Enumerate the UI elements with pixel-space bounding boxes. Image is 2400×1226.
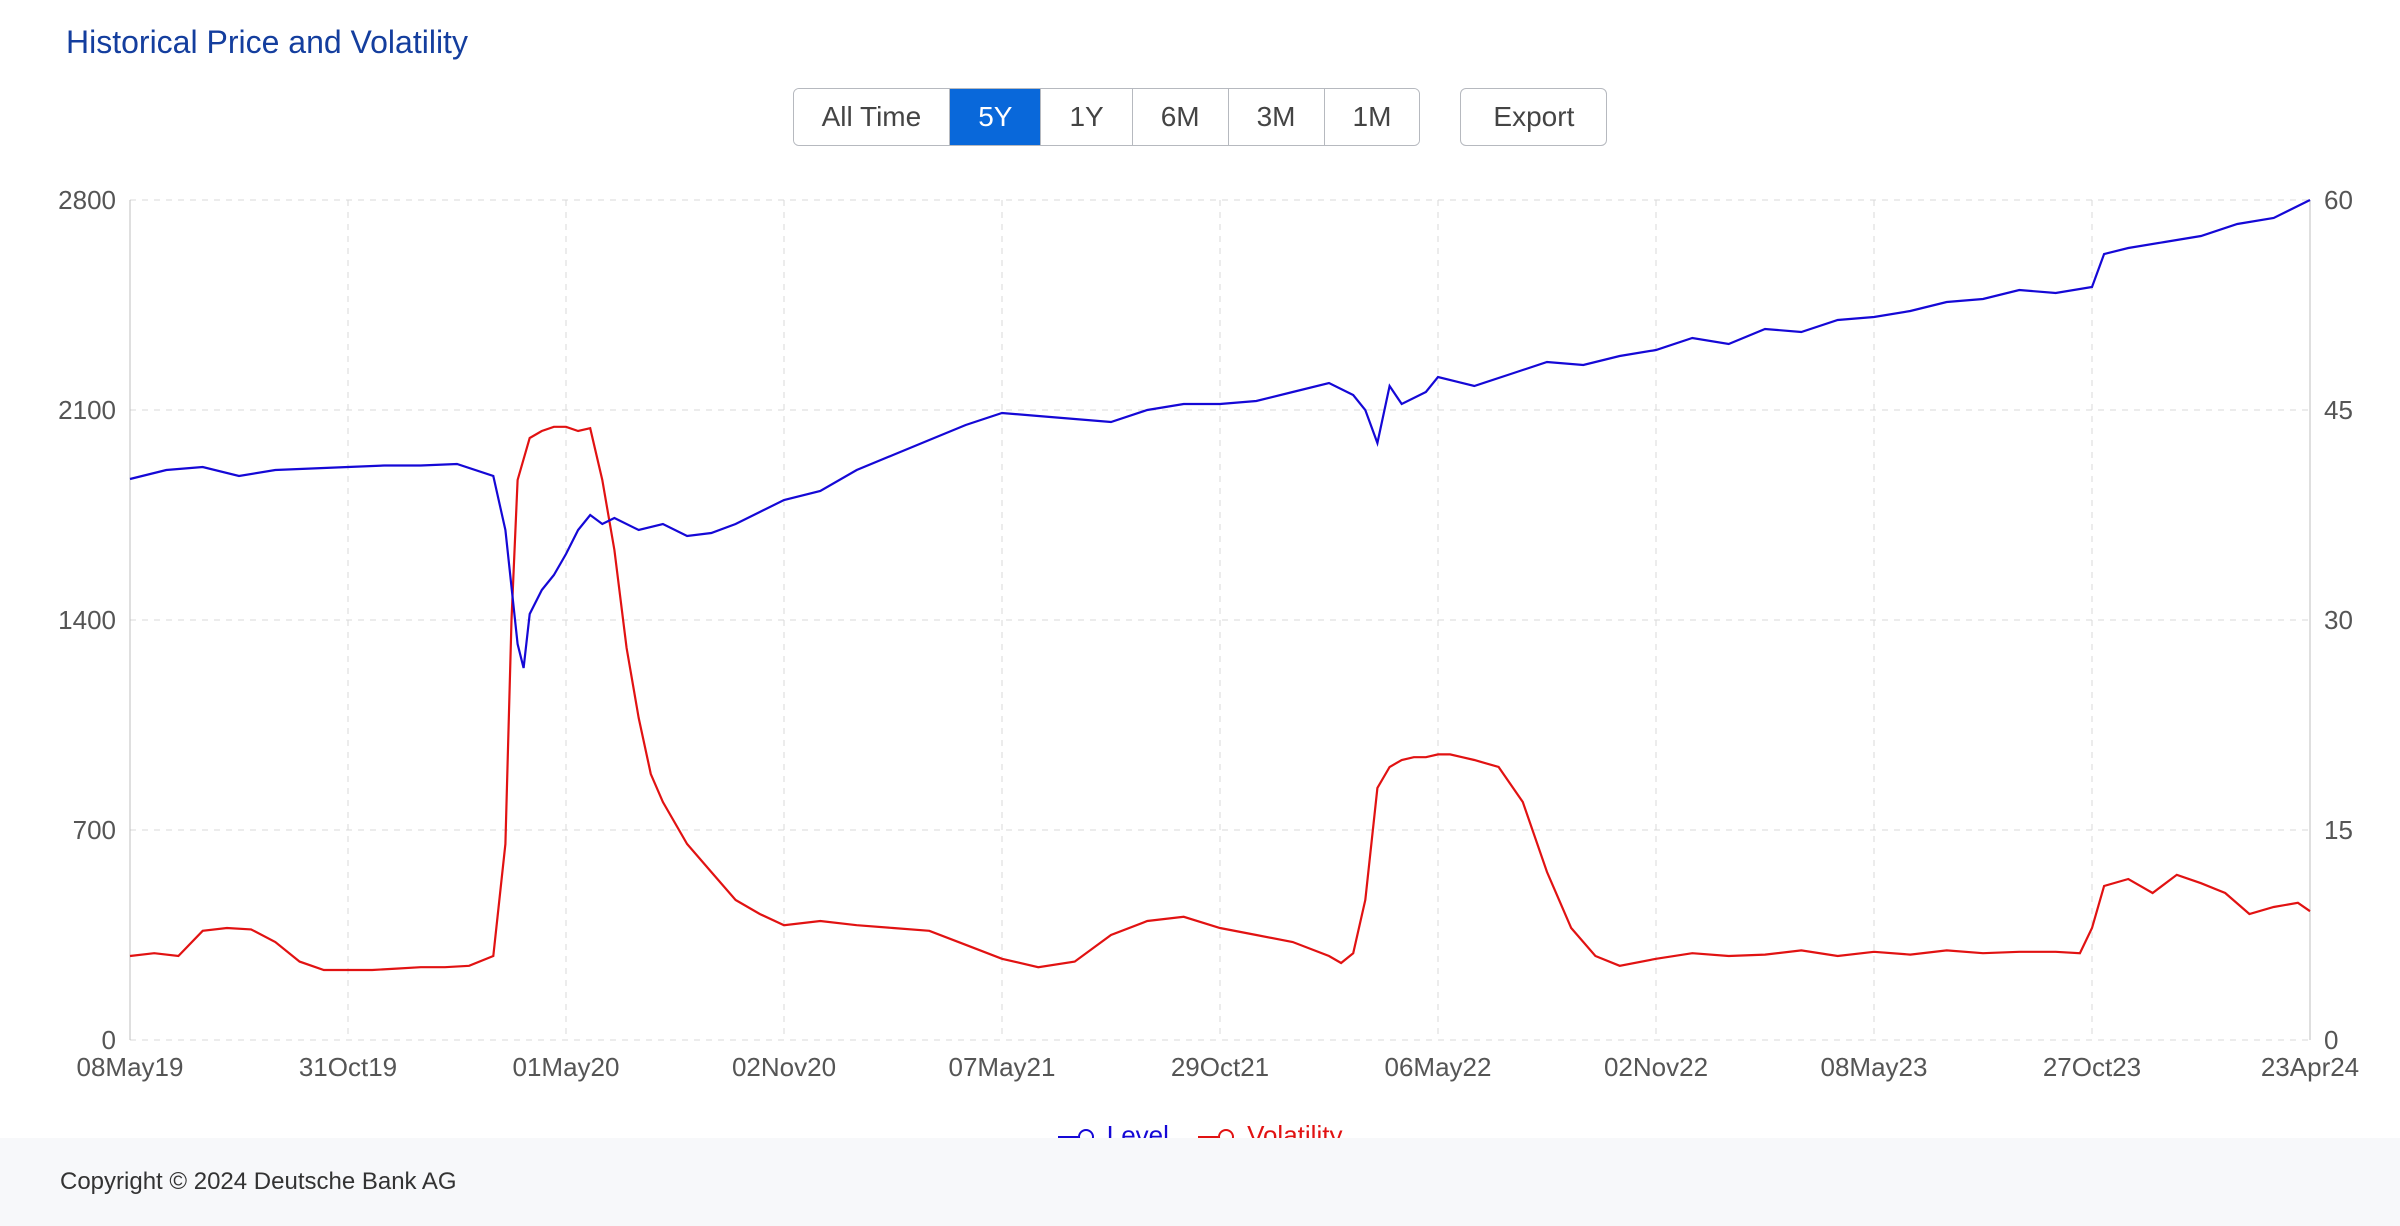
range-button-all-time[interactable]: All Time <box>794 89 951 145</box>
y-left-tick: 0 <box>102 1025 116 1055</box>
x-tick: 29Oct21 <box>1171 1052 1269 1082</box>
export-button[interactable]: Export <box>1460 88 1607 146</box>
x-tick: 27Oct23 <box>2043 1052 2141 1082</box>
y-left-tick: 700 <box>73 815 116 845</box>
chart-svg: 007001514003021004528006008May1931Oct190… <box>30 190 2370 1080</box>
range-button-1m[interactable]: 1M <box>1325 89 1420 145</box>
footer: Copyright © 2024 Deutsche Bank AG <box>0 1138 2400 1226</box>
chart-title: Historical Price and Volatility <box>66 24 468 61</box>
x-tick: 02Nov20 <box>732 1052 836 1082</box>
y-right-tick: 15 <box>2324 815 2353 845</box>
x-tick: 31Oct19 <box>299 1052 397 1082</box>
range-button-6m[interactable]: 6M <box>1133 89 1229 145</box>
copyright: Copyright © 2024 Deutsche Bank AG <box>60 1168 457 1196</box>
range-button-3m[interactable]: 3M <box>1229 89 1325 145</box>
y-right-tick: 30 <box>2324 605 2353 635</box>
x-tick: 06May22 <box>1385 1052 1492 1082</box>
time-range-group: All Time5Y1Y6M3M1M <box>793 88 1421 146</box>
y-right-tick: 45 <box>2324 395 2353 425</box>
x-tick: 07May21 <box>949 1052 1056 1082</box>
range-button-1y[interactable]: 1Y <box>1041 89 1132 145</box>
x-tick: 02Nov22 <box>1604 1052 1708 1082</box>
x-tick: 23Apr24 <box>2261 1052 2359 1082</box>
x-tick: 08May19 <box>77 1052 184 1082</box>
chart-area: 007001514003021004528006008May1931Oct190… <box>30 190 2370 1080</box>
x-tick: 08May23 <box>1821 1052 1928 1082</box>
y-right-tick: 60 <box>2324 185 2353 215</box>
y-left-tick: 2100 <box>58 395 116 425</box>
range-button-5y[interactable]: 5Y <box>950 89 1041 145</box>
toolbar: All Time5Y1Y6M3M1M Export <box>0 88 2400 146</box>
y-left-tick: 1400 <box>58 605 116 635</box>
y-right-tick: 0 <box>2324 1025 2338 1055</box>
grid: 0 0 700 15 1400 30 2100 45 2800 60 08May19 31Oct19 0… <box>58 185 2359 1082</box>
y-left-tick: 2800 <box>58 185 116 215</box>
x-tick: 01May20 <box>513 1052 620 1082</box>
